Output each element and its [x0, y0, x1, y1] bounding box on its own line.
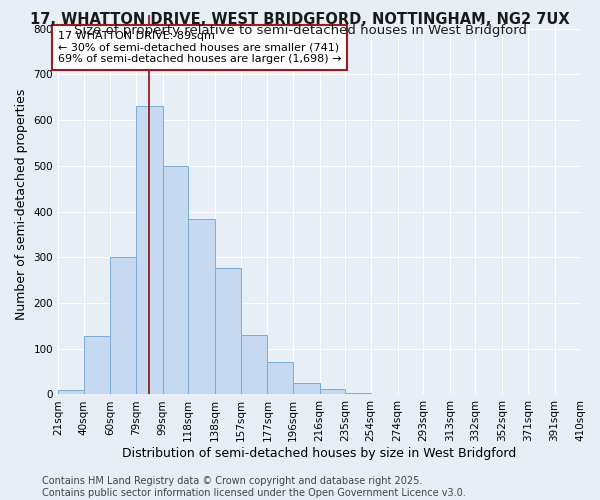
Bar: [110, 258, 136, 394]
Y-axis label: Number of semi-detached properties: Number of semi-detached properties: [15, 89, 28, 320]
Bar: [268, 362, 293, 394]
Bar: [188, 220, 215, 394]
Text: Contains HM Land Registry data © Crown copyright and database right 2025.
Contai: Contains HM Land Registry data © Crown c…: [42, 476, 466, 498]
Bar: [163, 166, 188, 394]
Bar: [241, 335, 268, 394]
Bar: [320, 388, 345, 394]
Text: 17, WHATTON DRIVE, WEST BRIDGFORD, NOTTINGHAM, NG2 7UX: 17, WHATTON DRIVE, WEST BRIDGFORD, NOTTI…: [30, 12, 570, 28]
X-axis label: Distribution of semi-detached houses by size in West Bridgford: Distribution of semi-detached houses by …: [122, 447, 516, 460]
Bar: [293, 383, 320, 394]
Text: 17 WHATTON DRIVE: 89sqm
← 30% of semi-detached houses are smaller (741)
69% of s: 17 WHATTON DRIVE: 89sqm ← 30% of semi-de…: [58, 31, 341, 64]
Bar: [136, 106, 163, 395]
Bar: [83, 336, 110, 394]
Bar: [58, 390, 83, 394]
Bar: [345, 392, 371, 394]
Text: Size of property relative to semi-detached houses in West Bridgford: Size of property relative to semi-detach…: [74, 24, 527, 37]
Bar: [215, 268, 241, 394]
